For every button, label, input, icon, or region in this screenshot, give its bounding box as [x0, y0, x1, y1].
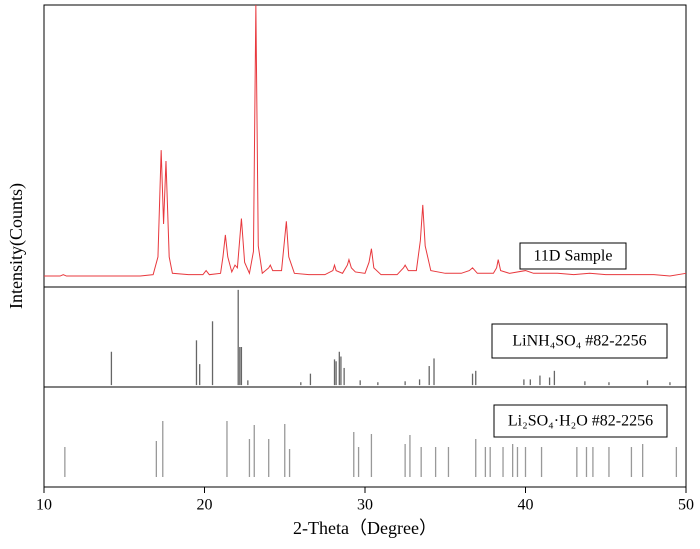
x-tick-label: 50 [678, 497, 694, 514]
legend-box [519, 242, 627, 270]
y-axis-label: Intensity(Counts) [6, 183, 27, 309]
x-tick-label: 30 [357, 497, 373, 514]
legend-label: 11D Sample [534, 248, 613, 265]
legend-box [491, 323, 668, 359]
x-tick-label: 10 [36, 497, 52, 514]
x-tick-label: 20 [197, 497, 213, 514]
legend-box [493, 404, 668, 438]
legend-label: Li₂SO₄·H₂O #82-2256 [508, 413, 653, 430]
data-line [44, 4, 687, 277]
x-tick-label: 40 [518, 497, 534, 514]
legend-label: LiNH₄SO₄ #82-2256 [512, 333, 646, 350]
x-axis-label: 2-Theta（Degree） [293, 518, 437, 538]
